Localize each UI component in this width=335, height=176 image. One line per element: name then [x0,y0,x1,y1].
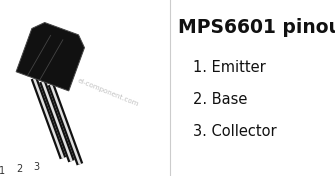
Text: 2. Base: 2. Base [193,92,247,107]
Text: 3. Collector: 3. Collector [193,124,277,139]
Text: 1: 1 [0,166,5,176]
Text: 1. Emitter: 1. Emitter [193,60,266,75]
Text: 2: 2 [16,164,22,174]
Text: MPS6601 pinout: MPS6601 pinout [178,18,335,37]
Text: 3: 3 [34,162,40,172]
Polygon shape [16,23,84,91]
Text: el-component.com: el-component.com [77,77,139,107]
